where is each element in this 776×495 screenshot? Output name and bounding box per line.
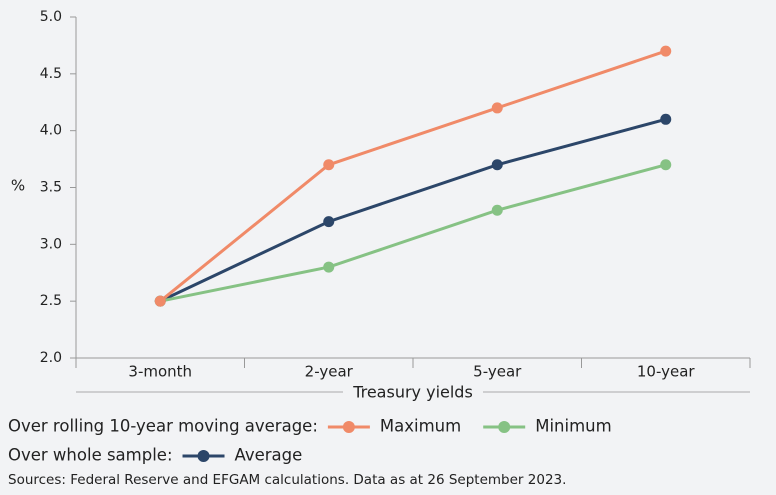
legend-marker	[342, 421, 355, 433]
point	[323, 261, 335, 273]
source-note: Sources: Federal Reserve and EFGAM calcu…	[8, 472, 566, 488]
legend-marker	[197, 450, 210, 462]
x-tick-label: 3-month	[128, 363, 192, 381]
series-line	[159, 49, 667, 303]
series-line	[159, 163, 667, 303]
point	[491, 204, 503, 216]
point	[491, 159, 503, 171]
point	[660, 45, 672, 57]
y-tick-label: 5.0	[40, 9, 62, 25]
point	[323, 216, 335, 228]
y-tick-label: 4.0	[40, 123, 62, 139]
legend-label: Average	[235, 446, 303, 465]
legend-label: Maximum	[380, 417, 461, 436]
point	[154, 295, 166, 307]
x-axis-title: Treasury yields	[352, 383, 473, 402]
x-title-bg	[343, 380, 483, 404]
y-tick-label: 2.5	[40, 293, 62, 309]
point	[660, 159, 672, 171]
legend-group-label: Over whole sample:	[8, 446, 173, 465]
x-tick-label: 10-year	[637, 363, 696, 381]
y-tick-label: 2.0	[40, 350, 62, 366]
x-tick-label: 5-year	[473, 363, 522, 381]
legend-group-label: Over rolling 10-year moving average:	[8, 417, 318, 436]
y-tick-label: 3.5	[40, 180, 62, 196]
point	[323, 159, 335, 171]
legend-marker	[498, 421, 511, 433]
y-tick-label: 3.0	[40, 236, 62, 252]
legend-label: Minimum	[535, 417, 611, 436]
y-tick-label: 4.5	[40, 66, 62, 82]
series-line	[159, 117, 667, 303]
point	[660, 113, 672, 125]
point	[491, 102, 503, 114]
x-tick-label: 2-year	[305, 363, 354, 381]
y-axis-label: %	[11, 177, 25, 195]
